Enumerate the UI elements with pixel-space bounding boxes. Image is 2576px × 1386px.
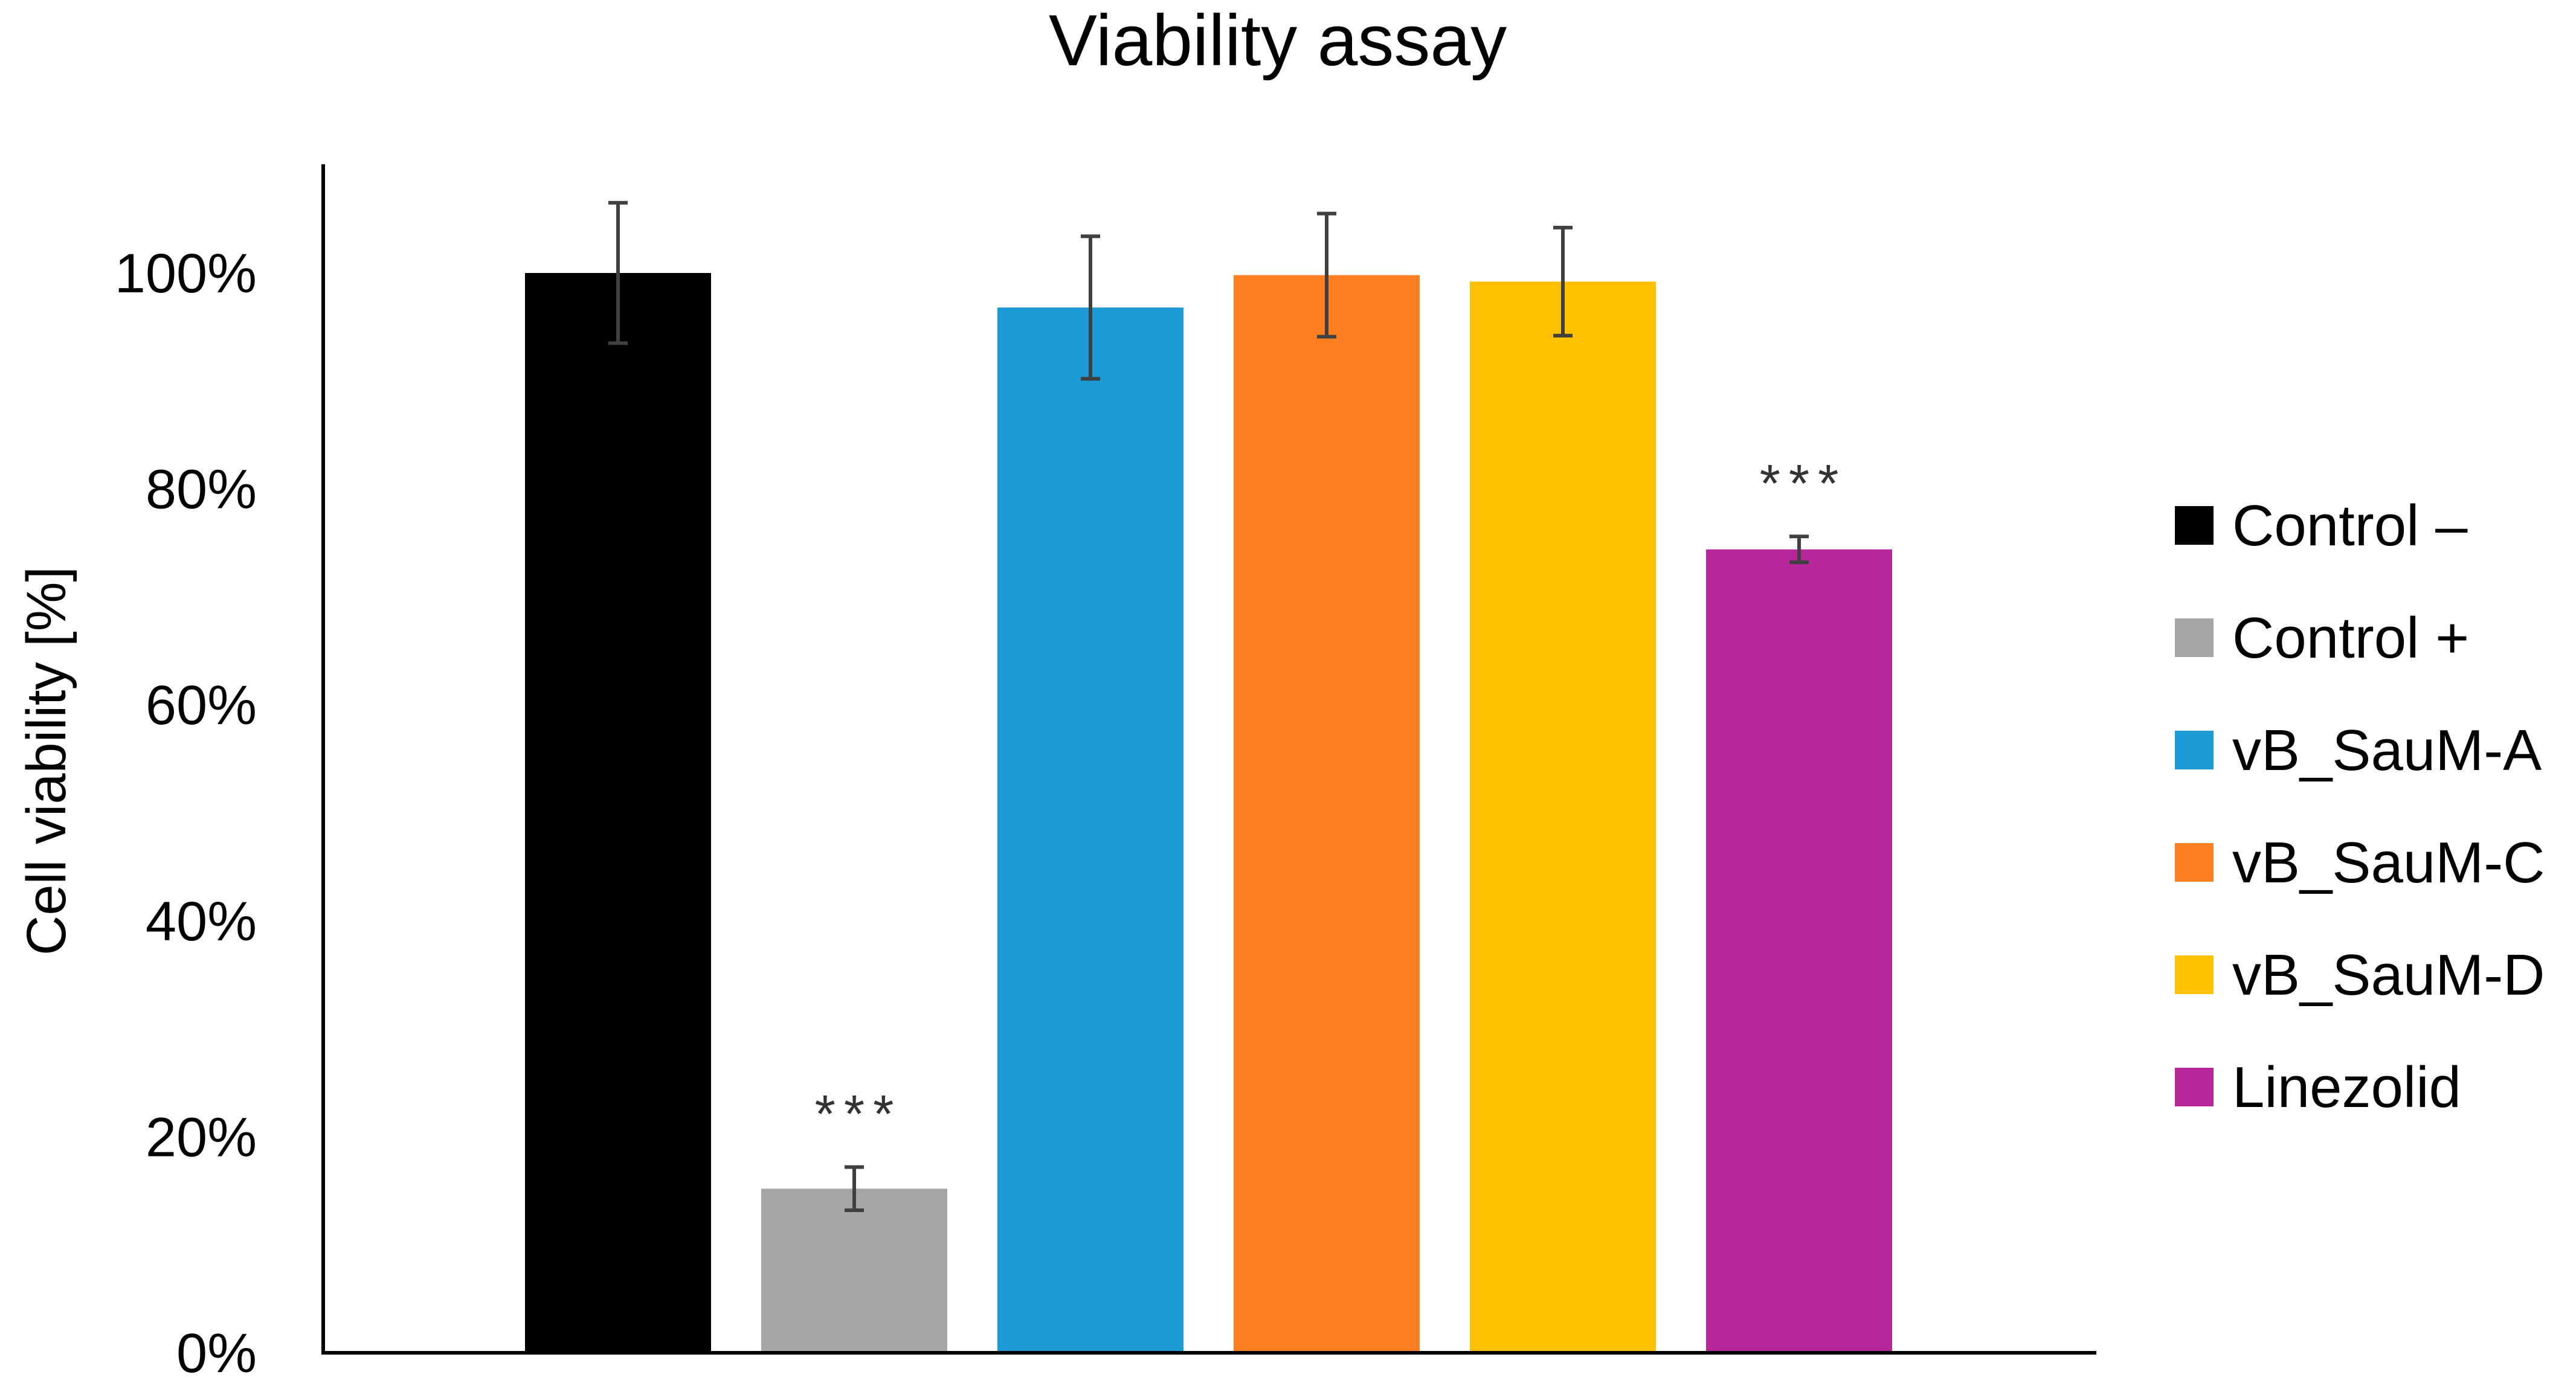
bar — [1234, 275, 1420, 1353]
y-tick-label: 0% — [176, 1323, 257, 1384]
bar — [1470, 281, 1656, 1353]
legend-swatch — [2175, 618, 2214, 657]
bar — [997, 307, 1183, 1353]
legend-swatch — [2175, 731, 2214, 769]
error-bar — [845, 1165, 864, 1212]
legend-label: vB_SauM-D — [2232, 943, 2545, 1007]
error-bar — [1789, 534, 1809, 565]
legend-label: vB_SauM-A — [2232, 718, 2542, 783]
y-tick-label: 60% — [146, 675, 257, 736]
y-axis-label: Cell viability [%] — [16, 566, 77, 955]
y-tick-label: 80% — [146, 459, 257, 521]
bar — [525, 273, 711, 1353]
significance-annotation: *** — [1760, 453, 1847, 513]
significance-annotation: *** — [815, 1083, 903, 1143]
y-tick-label: 40% — [146, 891, 257, 952]
y-tick-label: 100% — [115, 243, 257, 304]
error-bar — [1317, 211, 1336, 339]
legend-label: vB_SauM-C — [2232, 830, 2545, 895]
bar — [761, 1189, 947, 1353]
legend-swatch — [2175, 955, 2214, 994]
legend: Control – Control + vB_SauM-A vB_SauM-C vB_S… — [2175, 493, 2545, 1120]
legend-swatch — [2175, 843, 2214, 882]
chart-title: Viability assay — [1049, 0, 1507, 81]
error-bar — [1081, 234, 1100, 381]
legend-swatch — [2175, 506, 2214, 545]
bar — [1706, 549, 1892, 1353]
legend-label: Control + — [2232, 606, 2469, 670]
y-tick-label: 20% — [146, 1106, 257, 1168]
legend-swatch — [2175, 1068, 2214, 1106]
error-bar — [1553, 225, 1573, 338]
error-bar — [608, 201, 628, 345]
legend-label: Linezolid — [2232, 1055, 2461, 1120]
legend-label: Control – — [2232, 493, 2468, 558]
